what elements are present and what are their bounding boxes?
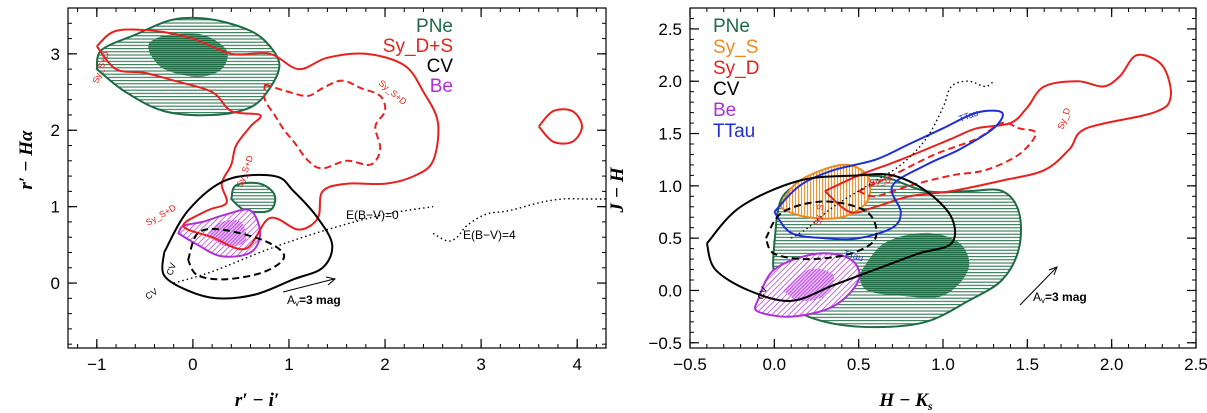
right-x-axis-label: H − K [878, 390, 929, 411]
left-arrow-text: =3 mag [299, 293, 341, 307]
x-tick-label: 2.0 [1100, 355, 1124, 374]
right-contour-label-5: Sy_S [812, 203, 826, 226]
left-y-axis-label: r′ − Hα [16, 130, 37, 190]
right-contour-label-4: Sy_D [869, 174, 893, 188]
x-tick-label: 0.0 [763, 355, 787, 374]
x-tick-label: 0.5 [847, 355, 871, 374]
right-contour-lines [705, 53, 1172, 302]
y-tick-label: 0 [51, 274, 60, 293]
x-tick-label: −1 [87, 355, 106, 374]
x-tick-label: 2 [380, 355, 389, 374]
contour-sy-outer [96, 28, 440, 251]
y-tick-label: 2.0 [658, 72, 682, 91]
right-reddening-arrow: Av=3 mag [1019, 266, 1087, 306]
x-tick-label: 3 [476, 355, 485, 374]
left-contour-label-5: CV [143, 286, 159, 301]
left-regions [95, 16, 281, 258]
region-pne-core [858, 232, 970, 298]
y-tick-label: 0.5 [658, 229, 682, 248]
x-tick-label: 0 [188, 355, 197, 374]
contour-sy-small-loop [538, 108, 584, 145]
right-arrow-text: =3 mag [1045, 290, 1087, 304]
left-track-label-e4: E(B−V)=4 [463, 228, 516, 242]
region-be-core [782, 268, 835, 302]
y-tick-label: 2.5 [658, 20, 682, 39]
x-tick-label: −0.5 [673, 355, 707, 374]
right-legend-cv: CV [713, 79, 740, 100]
left-reddening-arrow: Av=3 mag [282, 276, 341, 308]
x-tick-label: 1.5 [1016, 355, 1040, 374]
svg-text:Av=3 mag: Av=3 mag [1033, 290, 1087, 305]
y-tick-label: 3 [51, 45, 60, 64]
x-tick-label: 4 [572, 355, 581, 374]
x-tick-label: 1.0 [931, 355, 955, 374]
right-chart-panel: −0.5 0.0 0.5 1.0 1.5 2.0 2.5 −0.5 0.0 0.5 1.0 1.5 2.… [607, 7, 1207, 413]
contour-sy-dashed [263, 79, 387, 170]
y-tick-label: 2 [51, 121, 60, 140]
svg-text:Av=3 mag: Av=3 mag [287, 293, 341, 308]
right-legend-ttau: TTau [713, 121, 755, 142]
left-legend-sy: Sy_D+S [383, 36, 453, 57]
right-contour-label-2: TTau [957, 108, 979, 124]
right-y-axis-label: J − H [607, 166, 628, 214]
right-legend-be: Be [713, 100, 736, 121]
right-x-axis-sub: s [927, 399, 933, 413]
right-axis-ticks: −0.5 0.0 0.5 1.0 1.5 2.0 2.5 −0.5 0.0 0.5 1.0 1.5 2.… [648, 7, 1207, 374]
contour-track-e4 [432, 198, 606, 242]
contour-sy-d-outer [824, 53, 1172, 214]
contour-cv-outer [705, 173, 957, 302]
left-arrow-a: A [287, 293, 295, 307]
right-legend-pne: PNe [713, 16, 750, 37]
x-tick-label: 2.5 [1184, 355, 1207, 374]
contour-ttau [773, 109, 1004, 241]
right-legend: PNe Sy_S Sy_D CV Be TTau [713, 16, 759, 142]
right-arrow-sub: v [1041, 296, 1045, 305]
y-tick-label: −0.5 [648, 334, 682, 353]
right-legend-sy-d: Sy_D [713, 58, 759, 79]
svg-text:H − Ks: H − Ks [878, 390, 932, 413]
contour-cv-dashed [764, 200, 878, 261]
right-contour-label-6: CV [755, 286, 769, 301]
left-legend-be: Be [430, 76, 453, 97]
contour-cv-dashed [187, 227, 286, 281]
y-tick-label: 1.0 [658, 177, 682, 196]
left-legend-pne: PNe [416, 16, 453, 37]
right-arrow-a: A [1033, 290, 1041, 304]
y-tick-label: 1.5 [658, 125, 682, 144]
y-tick-label: 0.0 [658, 281, 682, 300]
left-x-axis-label: r′ − i′ [235, 390, 279, 411]
left-legend-cv: CV [427, 56, 454, 77]
left-track-label-e0: E(B−V)=0 [346, 208, 399, 222]
right-regions [754, 163, 1023, 329]
contour-cv-outer [161, 173, 334, 300]
left-contour-lines [96, 28, 606, 300]
left-legend: PNe Sy_D+S CV Be [383, 16, 454, 97]
right-legend-sy-s: Sy_S [713, 37, 758, 58]
right-contour-label-1: Sy_D [1055, 106, 1072, 131]
x-tick-label: 1 [284, 355, 293, 374]
left-axis-ticks: −1 0 1 2 3 4 0 1 2 3 [51, 7, 606, 374]
left-contour-label-4: Sy_S+D [144, 202, 178, 228]
y-tick-label: 1 [51, 198, 60, 217]
left-contour-label-6: CV [164, 262, 178, 277]
left-contour-label-2: Sy_S+D [377, 78, 409, 107]
left-chart-panel: −1 0 1 2 3 4 0 1 2 3 r′ − i′ r′ − Hα PNe Sy_D+S C… [16, 7, 607, 411]
left-plot-frame [67, 7, 607, 349]
left-arrow-sub: v [295, 299, 299, 308]
